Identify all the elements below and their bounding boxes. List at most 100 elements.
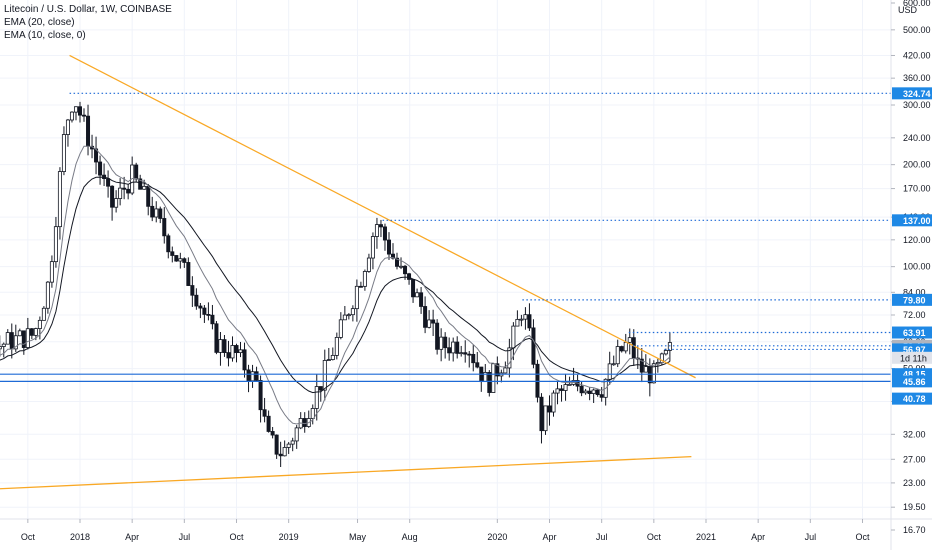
candle-body (122, 187, 127, 190)
legend-ema20[interactable]: EMA (20, close) (4, 17, 75, 28)
candle-body (395, 257, 400, 267)
candle-body (583, 390, 588, 394)
time-tick-label: 2019 (279, 532, 299, 542)
price-tick-label: 16.70 (903, 525, 926, 535)
candle-body (326, 359, 331, 362)
trendlines[interactable] (0, 54, 696, 493)
candle-body (619, 346, 624, 352)
grid (0, 0, 891, 519)
price-tick-label: 360.00 (903, 73, 931, 83)
price-tick-label: 420.00 (903, 50, 931, 60)
candle-body (294, 427, 299, 442)
price-tick-label: 200.00 (903, 160, 931, 170)
candle-body (286, 443, 291, 448)
candle-body (667, 342, 672, 351)
candle-body (118, 187, 123, 199)
price-tag-label: 40.78 (903, 394, 926, 404)
legend-title[interactable]: Litecoin / U.S. Dollar, 1W, COINBASE (4, 4, 172, 15)
candle-body (266, 415, 271, 432)
candle-body (146, 185, 151, 207)
candle-body (543, 405, 548, 432)
candle-body (186, 262, 191, 286)
candle-body (25, 328, 30, 348)
candle-body (463, 352, 468, 355)
candle-body (73, 106, 78, 113)
candle-body (471, 353, 476, 364)
time-tick-label: 2020 (487, 532, 507, 542)
candle-body (69, 111, 74, 121)
candle-body (194, 294, 199, 307)
candle-body (419, 292, 424, 307)
candle-body (282, 447, 287, 457)
candle-body (503, 367, 508, 374)
candle-body (587, 390, 592, 394)
time-tick-label: Oct (647, 532, 662, 542)
candle-body (611, 363, 616, 366)
candle-body (174, 255, 179, 262)
price-levels[interactable] (0, 92, 891, 382)
candle-body (527, 314, 532, 329)
candle-body (591, 389, 596, 394)
candle-body (322, 360, 327, 391)
candle-body (378, 224, 383, 228)
price-tag-label: 63.91 (903, 328, 926, 338)
ema10-line (0, 145, 671, 425)
candle-body (222, 339, 227, 353)
candle-body (567, 383, 572, 386)
candle-body (86, 115, 91, 147)
countdown-label: 1d 11h (900, 353, 927, 363)
time-tick-label: 2021 (696, 532, 716, 542)
chart-legend: Litecoin / U.S. Dollar, 1W, COINBASE EMA… (4, 3, 172, 42)
price-tag (892, 326, 932, 339)
candle-body (142, 185, 147, 190)
candle-body (138, 178, 143, 190)
price-tag-label: 137.00 (903, 216, 931, 226)
candle-body (226, 352, 231, 359)
candle-body (258, 380, 263, 411)
candle-body (334, 336, 339, 356)
time-tick-label: Apr (125, 532, 139, 542)
price-tag (892, 375, 932, 388)
candle-body (407, 273, 412, 280)
candle-body (53, 226, 58, 263)
candle-body (49, 261, 54, 283)
candle-body (190, 285, 195, 296)
candle-body (242, 349, 247, 371)
candle-body (126, 188, 131, 194)
candle-body (45, 281, 50, 309)
price-tag-label: 48.15 (903, 370, 926, 380)
candle-body (302, 418, 307, 427)
candle-body (459, 352, 464, 355)
candle-body (254, 371, 259, 381)
candle-body (595, 389, 600, 396)
candle-body (487, 372, 492, 393)
candle-body (374, 224, 379, 237)
time-tick-label: Jul (805, 532, 817, 542)
candle-body (21, 330, 26, 348)
candle-body (559, 388, 564, 391)
candle-body (403, 265, 408, 275)
price-tick-label: 100.00 (903, 262, 931, 272)
candle-body (270, 431, 275, 436)
time-axis[interactable]: Oct 2018 Apr Jul Oct 2019 May Aug 2020 Apr Jul Oct 2… (21, 519, 870, 542)
candle-body (61, 134, 66, 172)
candle-body (447, 347, 452, 354)
trendline[interactable] (69, 54, 696, 379)
candle-body (0, 346, 2, 350)
candle-body (150, 205, 155, 218)
candle-body (354, 285, 359, 310)
candle-body (98, 161, 103, 176)
candle-body (411, 279, 416, 298)
price-tag-label: 45.86 (903, 377, 926, 387)
price-tick-label: 240.00 (903, 133, 931, 143)
candle-body (342, 314, 347, 321)
legend-ema10[interactable]: EMA (10, close, 0) (4, 30, 86, 41)
candle-body (366, 257, 371, 272)
price-tag-label: 324.74 (903, 89, 931, 99)
price-tag (892, 392, 932, 405)
candle-body (451, 341, 456, 354)
countdown-tag (892, 351, 932, 364)
candle-body (262, 409, 267, 417)
trendline[interactable] (0, 455, 692, 493)
